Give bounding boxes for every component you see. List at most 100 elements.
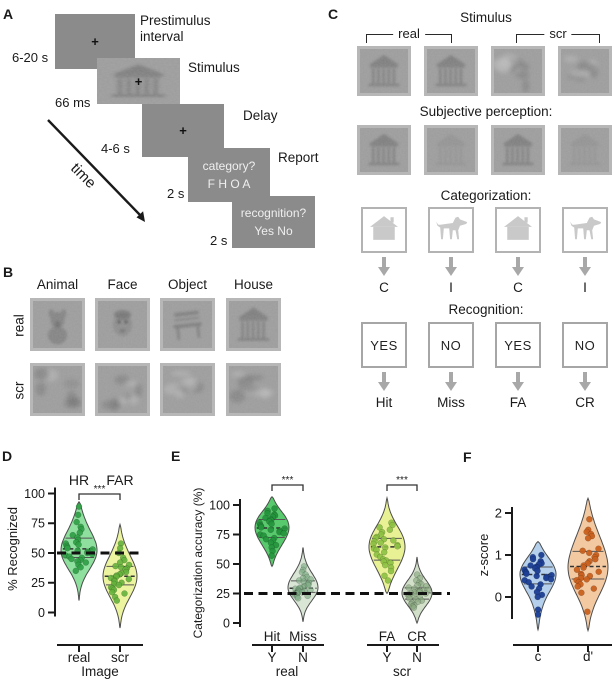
data-dot — [394, 543, 401, 550]
rec-result-4: CR — [575, 395, 595, 410]
cat-box-3 — [495, 207, 541, 253]
image-scr-face — [95, 363, 150, 416]
data-dot — [262, 535, 270, 543]
data-dot — [529, 555, 537, 563]
panel-c-label: C — [328, 6, 339, 22]
dog-icon — [433, 214, 469, 246]
real-bracket: real — [366, 26, 452, 43]
percept-4 — [558, 125, 612, 175]
image-scr-animal — [30, 363, 85, 416]
recognition-title: Recognition: — [448, 302, 524, 317]
data-dot — [121, 590, 128, 597]
rec-result-1: Hit — [375, 395, 393, 410]
data-dot — [390, 537, 397, 544]
data-dot — [586, 516, 593, 523]
violin-top-label: FAR — [106, 472, 133, 488]
down-arrow-icon — [444, 257, 458, 277]
data-dot — [82, 559, 90, 566]
time-arrow-line — [47, 119, 141, 216]
screen-category-question: category? F H O A — [188, 148, 270, 202]
sig-bracket — [78, 493, 121, 500]
stimulus-noisy-image — [97, 58, 180, 104]
data-dot — [268, 520, 275, 528]
y-tick-label: 25 — [31, 576, 45, 590]
caption-report: Report — [278, 150, 319, 165]
rec-box-3: YES — [495, 322, 541, 368]
col-header-face: Face — [107, 277, 138, 292]
category-question-line1: category? — [202, 159, 256, 173]
sig-bracket — [386, 484, 418, 491]
data-dot — [271, 505, 278, 512]
caption-prestimulus-1: Prestimulus — [140, 13, 211, 28]
caption-delay: Delay — [243, 108, 278, 123]
data-dot — [538, 551, 545, 559]
x-label: N — [298, 650, 308, 665]
caption-prestimulus-2: interval — [140, 29, 184, 44]
x-label: Y — [267, 650, 276, 665]
panel-d-label: D — [2, 448, 13, 464]
x-label: Hit — [264, 629, 281, 644]
y-tick-label: 0 — [495, 590, 502, 605]
stim-real-1 — [357, 46, 411, 96]
y-tick-label: 50 — [31, 546, 45, 560]
y-tick-label: 25 — [216, 587, 230, 601]
y-tick-label: 0 — [38, 606, 45, 620]
sig-stars: *** — [396, 475, 408, 486]
time-arrow: time — [47, 119, 145, 222]
recognition-question-line2: Yes No — [254, 224, 293, 238]
row-label-real: real — [11, 314, 27, 337]
data-dot — [113, 597, 121, 604]
cat-box-4 — [562, 207, 608, 253]
data-dot — [414, 598, 422, 606]
chart-E: 0 25 50 75 100 Categorization accuracy (%) ***… — [191, 475, 450, 679]
y-tick-label: 0 — [223, 616, 230, 630]
down-arrow-icon — [377, 257, 391, 277]
y-axis-title: % Recognized — [5, 507, 20, 591]
fixation-cross: + — [91, 34, 99, 49]
down-arrow-icon — [578, 257, 592, 277]
down-arrow-icon — [578, 372, 592, 392]
data-dot — [381, 561, 389, 569]
sig-bracket — [271, 484, 304, 491]
duration-recognition: 2 s — [210, 233, 228, 248]
x-label: Image — [81, 664, 119, 679]
data-dot — [534, 593, 541, 601]
rec-box-2: NO — [428, 322, 474, 368]
data-dot — [525, 579, 533, 586]
caption-stimulus: Stimulus — [188, 60, 240, 75]
x-label: N — [412, 650, 422, 665]
image-scr-object — [160, 363, 215, 416]
y-axis-title: Categorization accuracy (%) — [191, 488, 205, 639]
data-dot — [528, 583, 535, 590]
real-bracket-label: real — [393, 26, 425, 41]
data-dot — [534, 611, 542, 618]
data-dot — [68, 555, 75, 563]
data-dot — [112, 562, 119, 570]
data-dot — [384, 577, 392, 584]
stim-scr-1 — [491, 46, 545, 96]
x-label: scr — [111, 650, 130, 665]
data-dot — [77, 564, 84, 571]
data-dot — [386, 526, 394, 534]
data-dot — [579, 547, 586, 555]
y-tick-label: 75 — [216, 528, 230, 542]
fixation-cross: + — [134, 73, 143, 89]
data-dot — [583, 576, 590, 583]
stim-real-2 — [424, 46, 478, 96]
x-label: d' — [583, 649, 593, 664]
house-icon — [370, 215, 398, 246]
duration-category: 2 s — [167, 186, 185, 201]
rec-box-4: NO — [562, 322, 608, 368]
percept-2 — [424, 125, 478, 175]
dog-icon — [567, 214, 603, 246]
panel-e-label: E — [171, 448, 181, 464]
data-dot — [578, 589, 585, 597]
rec-box-1: YES — [361, 322, 407, 368]
y-tick-label: 75 — [31, 517, 45, 531]
screen-prestimulus: + — [55, 14, 135, 69]
y-tick-label: 1 — [495, 548, 502, 563]
x-label: Miss — [289, 629, 317, 644]
data-dot — [74, 511, 82, 519]
percept-1 — [357, 125, 411, 175]
image-real-object — [160, 298, 215, 351]
